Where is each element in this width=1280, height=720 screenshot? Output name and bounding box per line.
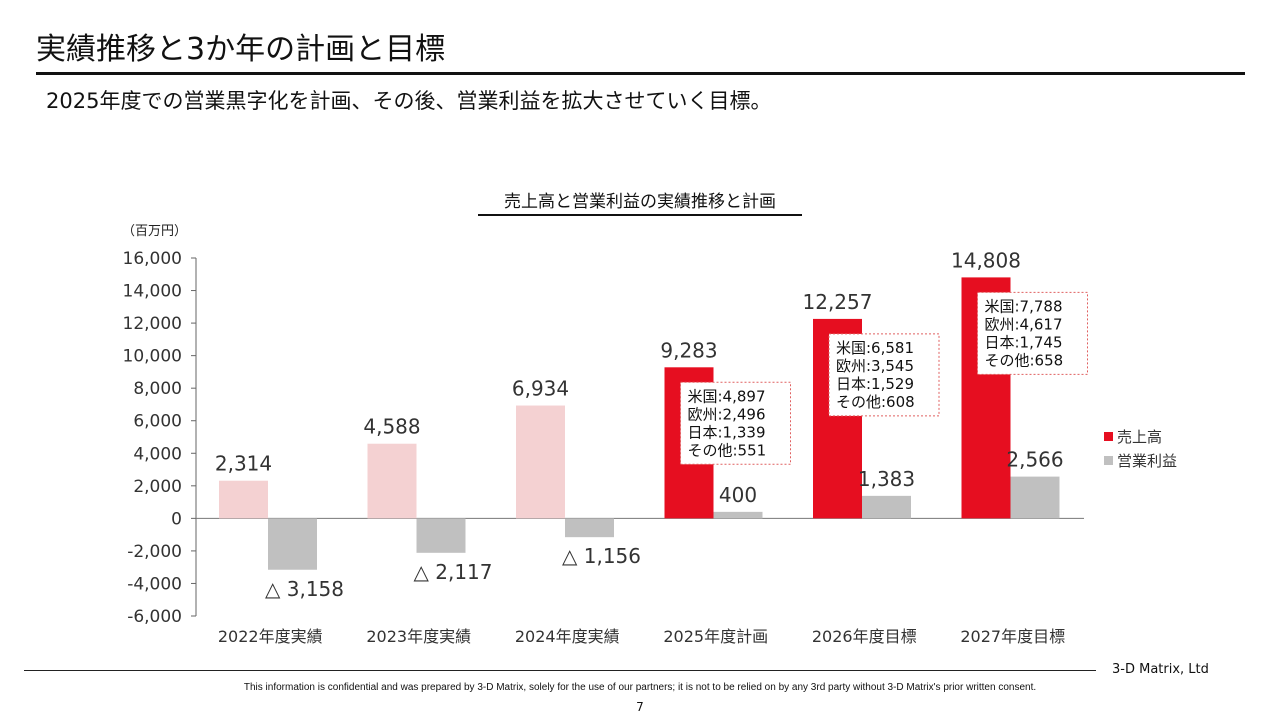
region-breakdown-box <box>828 333 940 417</box>
sales-value-label: 2,314 <box>215 452 272 476</box>
y-tick-label: 12,000 <box>123 314 182 334</box>
sales-bar <box>367 443 417 519</box>
region-breakdown-line: その他:608 <box>836 393 915 411</box>
legend-label-sales: 売上高 <box>1117 428 1162 446</box>
operating-profit-bar <box>416 518 466 553</box>
region-breakdown-line: 米国:6,581 <box>836 339 914 357</box>
region-breakdown-line: 欧州:3,545 <box>836 357 914 375</box>
y-tick-label: 8,000 <box>133 379 182 399</box>
region-breakdown-line: 米国:7,788 <box>985 297 1063 315</box>
operating-profit-bar <box>565 518 614 538</box>
region-breakdown-line: 欧州:4,617 <box>985 315 1063 333</box>
y-tick-label: 2,000 <box>133 477 182 497</box>
sales-bar <box>516 405 565 519</box>
sales-value-label: 9,283 <box>660 338 717 362</box>
operating-profit-value-label: △ 1,156 <box>562 544 641 568</box>
operating-profit-value-label: △ 2,117 <box>414 560 493 584</box>
x-tick-label: 2025年度計画 <box>663 627 768 646</box>
y-tick-label: -4,000 <box>127 574 182 594</box>
region-breakdown-line: 日本:1,529 <box>836 375 914 393</box>
region-breakdown-line: 欧州:2,496 <box>688 405 766 423</box>
y-tick-label: 14,000 <box>123 282 182 302</box>
region-breakdown-line: その他:658 <box>985 351 1064 369</box>
operating-profit-value-label: 1,383 <box>858 467 915 491</box>
legend-label-operating-profit: 営業利益 <box>1117 452 1177 470</box>
y-tick-label: 10,000 <box>123 347 182 367</box>
title-rule <box>36 72 1245 75</box>
x-tick-label: 2024年度実績 <box>515 627 620 646</box>
footer-rule <box>24 670 1096 671</box>
operating-profit-bar <box>268 518 317 570</box>
slide-subtitle: 2025年度での営業黒字化を計画、その後、営業利益を拡大させていく目標。 <box>46 89 772 113</box>
legend-swatch-sales <box>1104 432 1113 441</box>
operating-profit-bar <box>1010 476 1060 519</box>
sales-value-label: 14,808 <box>951 248 1021 272</box>
operating-profit-value-label: 2,566 <box>1006 448 1063 472</box>
operating-profit-bar <box>713 511 763 519</box>
y-tick-label: -6,000 <box>127 607 182 627</box>
x-tick-label: 2022年度実績 <box>218 627 323 646</box>
legend-swatch-operating-profit <box>1104 456 1113 465</box>
x-tick-label: 2026年度目標 <box>812 627 917 646</box>
operating-profit-value-label: 400 <box>719 483 757 507</box>
sales-value-label: 4,588 <box>363 415 420 439</box>
y-axis-unit-label: （百万円） <box>122 224 187 239</box>
y-tick-label: 6,000 <box>133 412 182 432</box>
region-breakdown-box <box>680 381 791 465</box>
y-tick-label: 16,000 <box>123 249 182 269</box>
region-breakdown-line: 日本:1,745 <box>985 333 1063 351</box>
chart-title: 売上高と営業利益の実績推移と計画 <box>504 192 776 212</box>
operating-profit-bar <box>862 495 911 519</box>
x-tick-label: 2027年度目標 <box>960 627 1065 646</box>
operating-profit-value-label: △ 3,158 <box>265 577 344 601</box>
sales-value-label: 12,257 <box>803 290 873 314</box>
region-breakdown-line: その他:551 <box>688 441 767 459</box>
company-name: 3-D Matrix, Ltd <box>1112 662 1209 677</box>
y-tick-label: 4,000 <box>133 444 182 464</box>
confidentiality-disclaimer: This information is confidential and was… <box>243 682 1037 693</box>
sales-value-label: 6,934 <box>512 377 569 401</box>
y-tick-label: 0 <box>171 509 182 529</box>
region-breakdown-line: 日本:1,339 <box>688 423 766 441</box>
region-breakdown-box <box>977 291 1088 375</box>
region-breakdown-line: 米国:4,897 <box>688 387 766 405</box>
slide-title: 実績推移と3か年の計画と目標 <box>36 32 446 67</box>
sales-bar <box>219 480 268 519</box>
y-tick-label: -2,000 <box>127 542 182 562</box>
x-tick-label: 2023年度実績 <box>366 627 471 646</box>
page-number: 7 <box>636 700 644 714</box>
